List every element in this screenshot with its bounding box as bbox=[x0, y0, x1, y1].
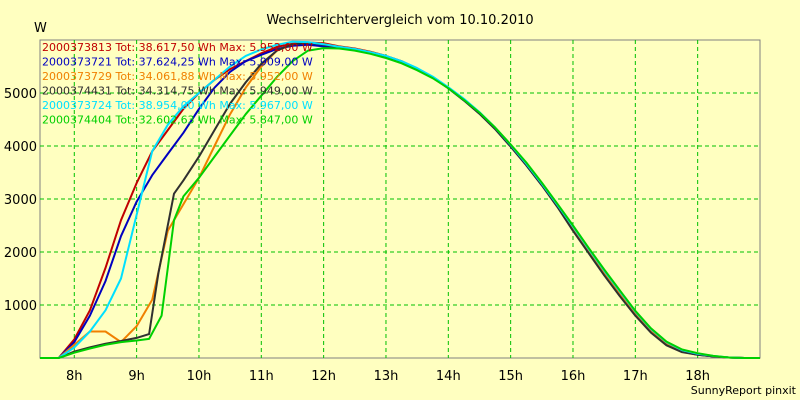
y-axis-unit: W bbox=[34, 21, 47, 36]
y-tick-label: 4000 bbox=[4, 140, 37, 155]
legend-entry-3: 2000374431 Tot: 34.314,75 Wh Max: 5.949,… bbox=[42, 85, 313, 98]
legend: 2000373813 Tot: 38.617,50 Wh Max: 5.952,… bbox=[42, 41, 313, 127]
x-tick-label: 8h bbox=[66, 369, 83, 384]
legend-entry-4: 2000373724 Tot: 38.954,00 Wh Max: 5.967,… bbox=[42, 99, 313, 112]
legend-entry-2: 2000373729 Tot: 34.061,88 Wh Max: 5.952,… bbox=[42, 70, 313, 83]
x-tick-label: 11h bbox=[249, 369, 274, 384]
x-tick-label: 13h bbox=[374, 369, 399, 384]
series-lines bbox=[40, 40, 760, 359]
y-tick-label: 5000 bbox=[4, 87, 37, 102]
y-tick-label: 2000 bbox=[4, 246, 37, 261]
x-tick-label: 12h bbox=[311, 369, 336, 384]
x-tick-label: 18h bbox=[685, 369, 710, 384]
x-tick-label: 15h bbox=[498, 369, 523, 384]
x-tick-label: 14h bbox=[436, 369, 461, 384]
legend-entry-1: 2000373721 Tot: 37.624,25 Wh Max: 5.909,… bbox=[42, 56, 313, 69]
footer-credit: SunnyReport pinxit bbox=[691, 384, 797, 397]
series-line-5 bbox=[40, 47, 760, 359]
chart-title: Wechselrichtervergleich vom 10.10.2010 bbox=[266, 13, 533, 28]
x-tick-label: 10h bbox=[187, 369, 212, 384]
x-axis: 8h 9h 10h 11h 12h 13h 14h 15h 16h 17h 18h bbox=[66, 369, 710, 384]
legend-entry-0: 2000373813 Tot: 38.617,50 Wh Max: 5.952,… bbox=[42, 41, 313, 54]
y-tick-label: 3000 bbox=[4, 193, 37, 208]
x-tick-label: 17h bbox=[623, 369, 648, 384]
legend-entry-5: 2000374404 Tot: 32.602,63 Wh Max: 5.847,… bbox=[42, 114, 313, 127]
y-tick-label: 1000 bbox=[4, 299, 37, 314]
y-axis: 1000 2000 3000 4000 5000 bbox=[4, 87, 37, 314]
x-tick-label: 9h bbox=[128, 369, 145, 384]
x-tick-label: 16h bbox=[561, 369, 586, 384]
